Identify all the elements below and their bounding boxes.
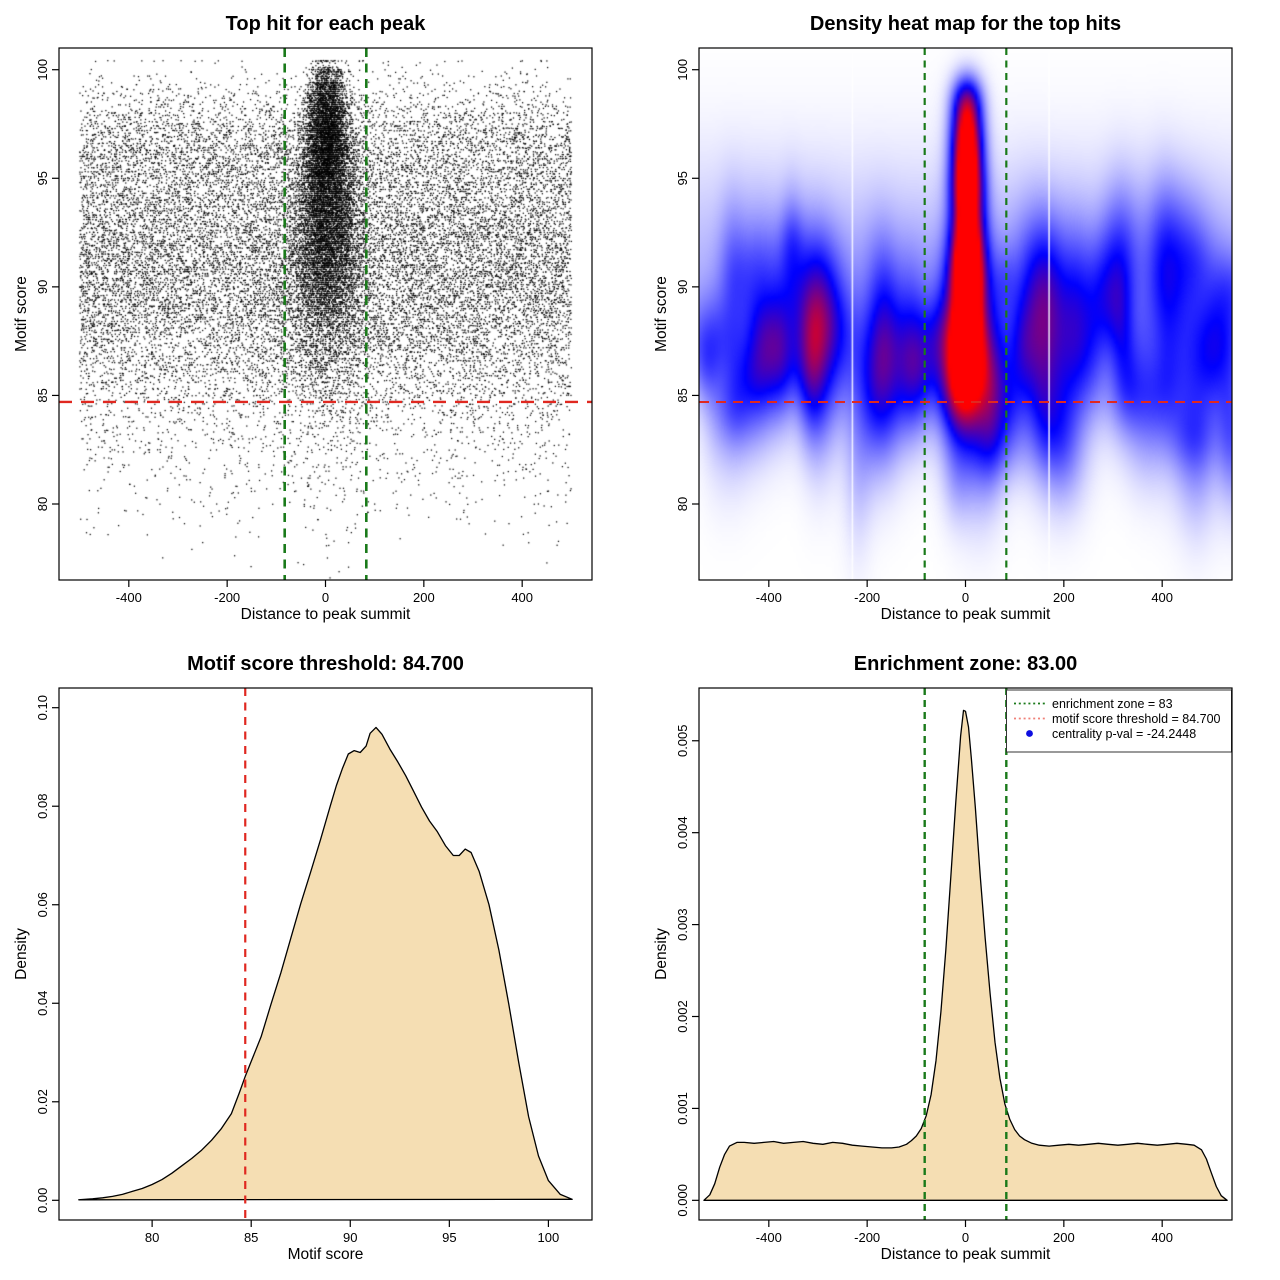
legend-marker-dot <box>1026 730 1033 737</box>
y-tick-label: 0.02 <box>35 1089 50 1114</box>
legend-item-label: motif score threshold = 84.700 <box>1052 712 1221 726</box>
x-axis-label: Distance to peak summit <box>240 606 411 623</box>
y-tick-label: 80 <box>35 497 50 511</box>
density-area <box>703 709 1228 1201</box>
y-tick-label: 0.004 <box>675 816 690 849</box>
y-tick-label: 0.00 <box>35 1188 50 1213</box>
x-tick-label: 85 <box>244 1230 258 1245</box>
y-tick-label: 0.000 <box>675 1184 690 1217</box>
x-tick-label: 95 <box>442 1230 456 1245</box>
legend-item-label: centrality p-val = -24.2448 <box>1052 727 1196 741</box>
y-tick-label: 0.005 <box>675 724 690 757</box>
y-tick-label: 90 <box>675 280 690 294</box>
x-tick-label: 400 <box>1151 590 1173 605</box>
plot-box <box>698 47 1233 581</box>
x-tick-label: 200 <box>413 590 435 605</box>
y-tick-label: 0.001 <box>675 1092 690 1125</box>
y-axis-label: Motif score <box>653 276 670 352</box>
y-tick-label: 85 <box>35 388 50 402</box>
legend-box <box>1006 689 1232 753</box>
y-tick-label: 95 <box>35 171 50 185</box>
plot-box <box>58 47 593 581</box>
y-tick-label: 0.003 <box>675 908 690 941</box>
density-area <box>78 726 573 1201</box>
y-tick-label: 0.04 <box>35 991 50 1016</box>
x-axis-label: Distance to peak summit <box>880 1246 1051 1263</box>
y-axis-label: Motif score <box>13 276 30 352</box>
x-tick-label: 200 <box>1053 1230 1075 1245</box>
x-tick-label: -200 <box>854 1230 880 1245</box>
y-tick-label: 0.002 <box>675 1000 690 1033</box>
x-tick-label: -400 <box>756 590 782 605</box>
x-tick-label: 0 <box>962 590 969 605</box>
y-tick-label: 100 <box>35 59 50 81</box>
x-tick-label: 0 <box>962 1230 969 1245</box>
x-tick-label: 90 <box>343 1230 357 1245</box>
y-tick-label: 0.10 <box>35 695 50 720</box>
legend-item-label: enrichment zone = 83 <box>1052 697 1173 711</box>
x-tick-label: 200 <box>1053 590 1075 605</box>
panel-title-scatter: Top hit for each peak <box>225 13 426 35</box>
y-tick-label: 0.06 <box>35 892 50 917</box>
x-tick-label: -400 <box>116 590 142 605</box>
x-tick-label: 400 <box>1151 1230 1173 1245</box>
y-axis-label: Density <box>653 928 670 980</box>
x-axis-label: Distance to peak summit <box>880 606 1051 623</box>
y-tick-label: 95 <box>675 171 690 185</box>
panel-title-score-density: Motif score threshold: 84.700 <box>187 653 464 675</box>
x-tick-label: 0 <box>322 590 329 605</box>
x-tick-label: 400 <box>511 590 533 605</box>
panel-title-distance-density: Enrichment zone: 83.00 <box>853 653 1078 675</box>
x-tick-label: -200 <box>854 590 880 605</box>
x-tick-label: -200 <box>214 590 240 605</box>
scatter-plot-canvas <box>59 48 592 580</box>
panel-title-heatmap: Density heat map for the top hits <box>809 13 1122 35</box>
y-axis-label: Density <box>13 928 30 980</box>
y-tick-label: 100 <box>675 59 690 81</box>
y-tick-label: 90 <box>35 280 50 294</box>
plot-box <box>58 687 593 1221</box>
y-tick-label: 0.08 <box>35 794 50 819</box>
heatmap-canvas <box>699 48 1232 580</box>
x-axis-label: Motif score <box>287 1246 364 1263</box>
y-tick-label: 85 <box>675 388 690 402</box>
y-tick-label: 80 <box>675 497 690 511</box>
x-tick-label: -400 <box>756 1230 782 1245</box>
x-tick-label: 100 <box>538 1230 560 1245</box>
x-tick-label: 80 <box>145 1230 159 1245</box>
